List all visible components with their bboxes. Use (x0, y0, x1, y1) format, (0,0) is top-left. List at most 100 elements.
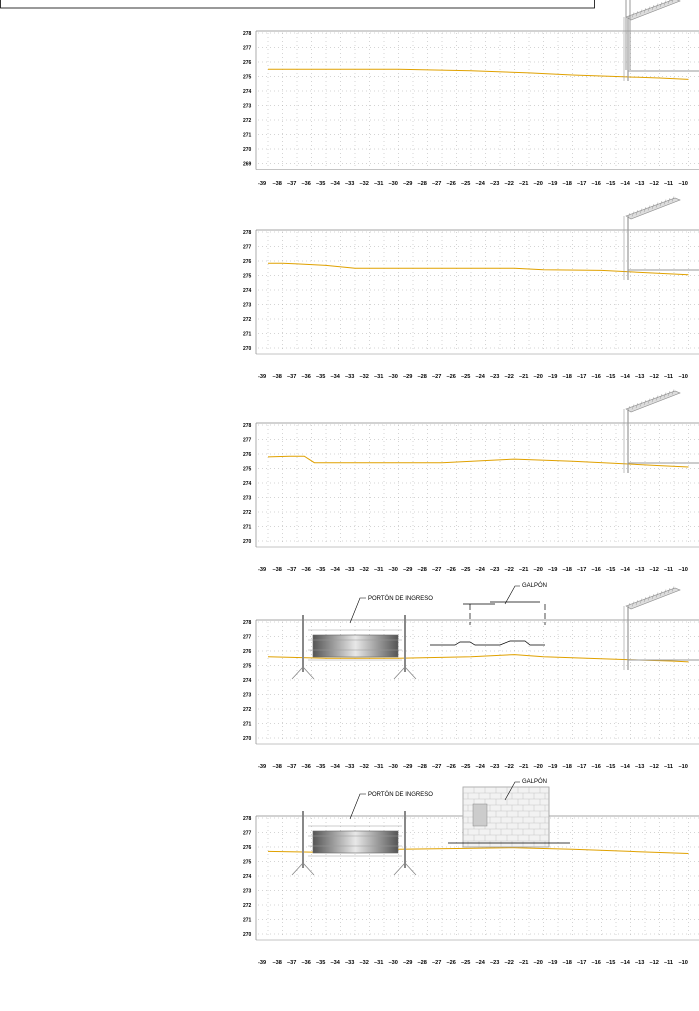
x-tick-label: -39 (258, 764, 266, 770)
x-tick-label: –12 (650, 374, 659, 380)
title-box (0, 0, 595, 9)
x-tick-label: –33 (345, 181, 354, 187)
y-tick-label: 270 (243, 539, 252, 545)
y-tick-label: 273 (243, 303, 252, 309)
y-tick-label: 277 (243, 46, 252, 52)
x-tick-label: –32 (360, 374, 369, 380)
roof-hatch (659, 200, 663, 207)
galpon-door (472, 803, 488, 827)
x-tick-label: –18 (563, 374, 572, 380)
x-tick-label: –12 (650, 181, 659, 187)
roof-hatch (659, 590, 663, 597)
x-tick-label: –20 (534, 181, 543, 187)
terrain-line (268, 68, 689, 80)
x-tick-label: –24 (476, 567, 486, 573)
y-tick-label: 273 (243, 104, 252, 110)
x-tick-label: –23 (490, 764, 499, 770)
x-tick-label: –33 (345, 567, 354, 573)
y-tick-label: 275 (243, 664, 252, 670)
roof-hatch (655, 592, 659, 598)
x-tick-label: –35 (316, 960, 325, 966)
roof-hatch (663, 392, 667, 398)
y-tick-label: 272 (243, 118, 252, 124)
y-tick-label: 272 (243, 317, 252, 323)
x-tick-label: –23 (490, 181, 499, 187)
x-tick-label: –27 (432, 567, 441, 573)
x-tick-label: –36 (302, 374, 311, 380)
roof-hatch (659, 1, 663, 8)
roof-hatch (651, 593, 655, 600)
roof-hatch (671, 0, 674, 3)
x-tick-label: –13 (635, 181, 644, 187)
roof-hatch (639, 9, 643, 15)
roof-hatch (671, 389, 675, 395)
gate-base-right (393, 862, 417, 876)
x-tick-label: –32 (360, 960, 369, 966)
x-tick-label: –21 (519, 567, 528, 573)
x-tick-label: –23 (490, 567, 499, 573)
y-tick-label: 275 (243, 860, 252, 866)
roof-hatch (643, 596, 647, 603)
x-tick-label: –21 (519, 764, 528, 770)
y-tick-label: 278 (243, 31, 252, 37)
x-tick-label: –15 (606, 181, 615, 187)
x-tick-label: –11 (664, 181, 673, 187)
x-tick-label: –31 (374, 181, 383, 187)
y-tick-label: 274 (243, 481, 252, 487)
x-tick-label: –25 (461, 764, 470, 770)
x-tick-label: –38 (273, 374, 282, 380)
x-tick-label: –28 (418, 374, 427, 380)
x-tick-label: –12 (650, 764, 659, 770)
y-tick-label: 272 (243, 903, 252, 909)
y-tick-label: 276 (243, 845, 252, 851)
x-tick-label: –30 (389, 181, 398, 187)
y-tick-label: 276 (243, 649, 252, 655)
x-tick-label: –29 (403, 567, 412, 573)
roof-hatch (635, 10, 639, 17)
x-tick-label: –34 (331, 764, 341, 770)
x-tick-label: –20 (534, 567, 543, 573)
roof-hatch (639, 598, 643, 604)
x-tick-label: –11 (664, 567, 673, 573)
x-tick-label: –29 (403, 374, 412, 380)
roof-hatch (671, 586, 675, 592)
x-tick-label: –22 (505, 374, 514, 380)
x-tick-label: –34 (331, 960, 341, 966)
y-tick-label: 278 (243, 230, 252, 236)
roof-hatch (643, 7, 647, 14)
x-tick-label: –30 (389, 764, 398, 770)
x-tick-label: –18 (563, 181, 572, 187)
x-tick-label: –26 (447, 764, 456, 770)
y-tick-label: 271 (243, 133, 252, 139)
roof-hatch (663, 199, 667, 205)
gate-base-left (291, 862, 315, 876)
y-tick-label: 275 (243, 75, 252, 81)
x-tick-label: –22 (505, 764, 514, 770)
x-tick-label: –10 (679, 764, 688, 770)
x-tick-label: –14 (621, 960, 631, 966)
x-tick-label: –19 (548, 181, 557, 187)
roof-hatch (635, 209, 639, 216)
y-tick-label: 278 (243, 423, 252, 429)
y-tick-label: 275 (243, 467, 252, 473)
x-tick-label: –10 (679, 181, 688, 187)
gate-label: PORTÓN DE INGRESO (368, 791, 433, 798)
y-tick-label: 277 (243, 831, 252, 837)
x-tick-label: –34 (331, 181, 341, 187)
x-tick-label: –10 (679, 374, 688, 380)
roof-hatch (655, 395, 659, 401)
y-tick-label: 273 (243, 693, 252, 699)
y-tick-label: 274 (243, 678, 252, 684)
x-tick-label: –35 (316, 764, 325, 770)
structure-roof (625, 390, 681, 413)
x-tick-label: –15 (606, 374, 615, 380)
x-tick-label: –36 (302, 764, 311, 770)
x-tick-label: –13 (635, 960, 644, 966)
x-tick-label: –24 (476, 181, 486, 187)
galpon-leader (504, 781, 520, 801)
x-tick-label: –14 (621, 764, 631, 770)
x-tick-label: –25 (461, 960, 470, 966)
roof-hatch (627, 212, 631, 219)
